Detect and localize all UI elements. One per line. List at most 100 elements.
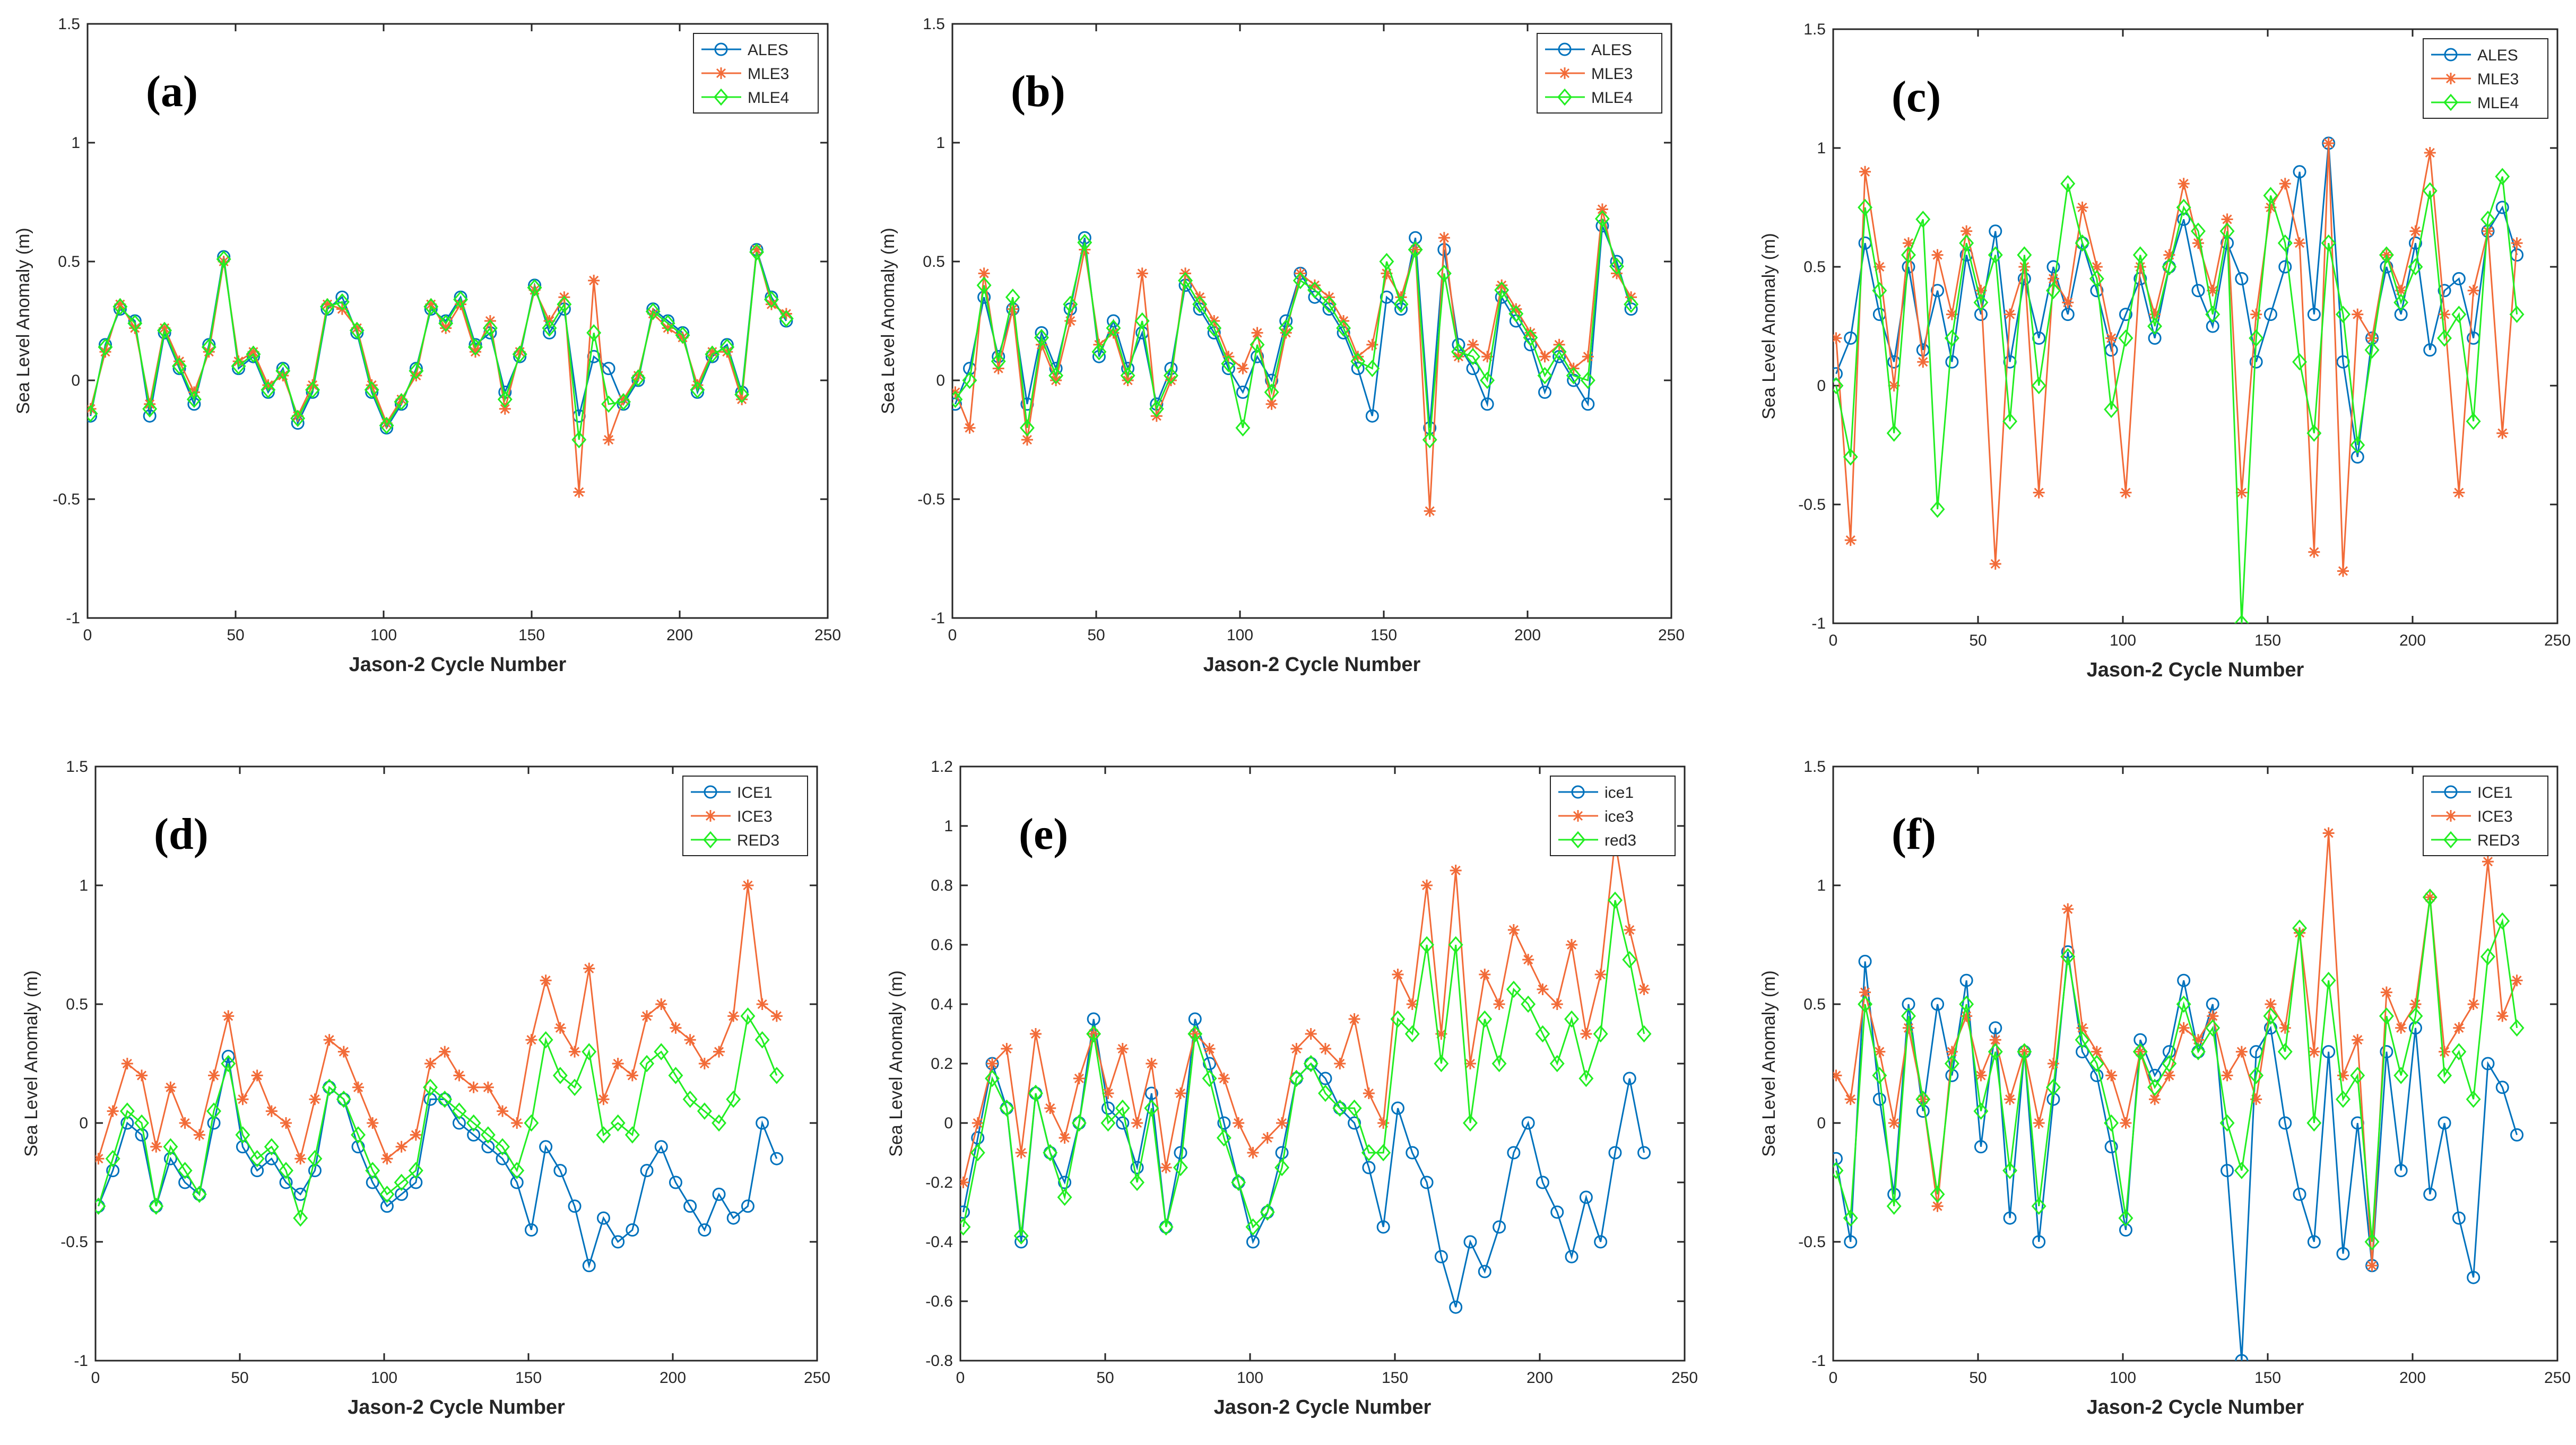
- data-layer: [952, 203, 1639, 517]
- data-point-ice1: [452, 1116, 466, 1130]
- data-point-ice3: [2322, 827, 2335, 839]
- data-point-mle3: [603, 434, 615, 446]
- data-point-red3: [2045, 1078, 2061, 1096]
- data-point-ice1: [1203, 1057, 1217, 1070]
- data-point-mle4: [364, 381, 379, 399]
- data-point-ice3: [1946, 1046, 1958, 1058]
- data-point-red3: [495, 1138, 510, 1156]
- data-point-mle4: [1494, 281, 1510, 299]
- data-point-red3: [96, 1197, 106, 1215]
- data-point-ice1: [1116, 1116, 1130, 1130]
- data-point-ice1: [654, 1140, 668, 1154]
- data-point-mle4: [275, 362, 291, 380]
- data-point-red3: [1086, 1025, 1101, 1043]
- data-point-ice1: [770, 1152, 784, 1165]
- data-point-mle3: [99, 346, 111, 358]
- data-point-ice3: [1507, 924, 1520, 936]
- data-point-ice1: [409, 1176, 423, 1189]
- data-point-mle4: [1163, 367, 1178, 385]
- data-point-ice3: [497, 1105, 509, 1117]
- data-point-ice3: [2337, 1069, 2349, 1082]
- data-point-mle4: [952, 390, 963, 408]
- data-point-ice3: [1261, 1132, 1273, 1144]
- data-point-mle4: [630, 369, 646, 387]
- data-point-red3: [2466, 1090, 2481, 1108]
- data-point-ice1: [2495, 1081, 2509, 1094]
- data-point-ice1: [1565, 1250, 1578, 1264]
- data-point-ice3: [323, 1034, 335, 1046]
- data-point-mle4: [1944, 329, 1959, 347]
- data-point-red3: [567, 1078, 583, 1096]
- data-point-ales: [2452, 272, 2466, 285]
- data-point-red3: [2162, 1055, 2177, 1073]
- data-point-mle4: [557, 295, 572, 313]
- panel-label: (b): [1011, 67, 1065, 116]
- data-point-mle4: [1872, 282, 1887, 300]
- data-point-mle4: [497, 390, 513, 408]
- data-point-red3: [1872, 1067, 1887, 1084]
- data-point-mle3: [380, 417, 393, 429]
- legend: ICE1 ICE3 RED3: [2423, 776, 2548, 856]
- data-point-mle3: [247, 346, 259, 358]
- data-point-ice3: [1566, 939, 1578, 951]
- x-axis-title: Jason-2 Cycle Number: [2087, 659, 2304, 681]
- data-point-red3: [654, 1043, 669, 1060]
- data-point-ice3: [2453, 1022, 2465, 1034]
- data-point-red3: [2393, 1067, 2409, 1084]
- data-point-mle4: [2075, 234, 2090, 252]
- data-point-mle4: [1508, 305, 1524, 323]
- legend-label: ICE3: [2477, 808, 2513, 825]
- series-line-ice3: [962, 840, 1645, 1183]
- data-point-mle4: [2422, 182, 2438, 199]
- data-point-ice3: [713, 1046, 725, 1058]
- data-point-ice1: [1087, 1012, 1100, 1026]
- data-point-ice1: [178, 1176, 192, 1189]
- data-point-red3: [582, 1043, 597, 1060]
- data-point-ice1: [726, 1211, 740, 1225]
- data-point-mle4: [764, 291, 779, 308]
- legend-swatch-marker: [714, 42, 728, 56]
- data-point-ice1: [741, 1199, 754, 1213]
- legend: ALES MLE3 MLE4: [2423, 38, 2548, 119]
- data-point-red3: [351, 1126, 366, 1144]
- data-point-ales: [2351, 450, 2364, 464]
- data-point-ales: [2046, 260, 2060, 274]
- data-point-mle3: [2062, 297, 2074, 309]
- data-point-red3: [2190, 1043, 2206, 1060]
- data-point-mle3: [1308, 279, 1321, 291]
- data-point-mle4: [1077, 233, 1092, 251]
- data-point-ice3: [972, 1117, 984, 1129]
- data-point-ice3: [2265, 998, 2277, 1010]
- data-point-red3: [960, 1218, 971, 1236]
- data-point-mle3: [1280, 327, 1292, 339]
- data-point-red3: [2480, 948, 2495, 965]
- data-point-mle4: [1350, 352, 1366, 370]
- data-point-red3: [1944, 1055, 1959, 1073]
- data-point-ice3: [770, 1010, 783, 1022]
- data-point-red3: [1930, 1186, 1945, 1203]
- data-point-ice1: [1391, 1101, 1404, 1115]
- data-point-ice1: [1916, 1104, 1930, 1118]
- legend-swatch-marker: [705, 810, 716, 822]
- data-point-ice1: [2322, 1045, 2336, 1059]
- y-tick-label: 0: [936, 372, 945, 389]
- data-point-red3: [1477, 1010, 1493, 1028]
- data-point-mle3: [410, 370, 422, 382]
- data-point-mle3: [2482, 225, 2494, 237]
- data-point-mle4: [2176, 198, 2191, 216]
- series-line-red3: [962, 900, 1645, 1236]
- data-point-mle4: [2350, 436, 2365, 454]
- data-point-red3: [1115, 1099, 1130, 1117]
- data-point-red3: [1564, 1010, 1580, 1028]
- data-point-mle4: [675, 326, 690, 344]
- data-point-mle4: [2437, 329, 2452, 347]
- legend-swatch-marker: [714, 88, 728, 106]
- y-tick-label: 0: [1817, 1115, 1826, 1132]
- y-tick-label: 0: [944, 1115, 953, 1132]
- panel-label: (e): [1019, 809, 1068, 859]
- data-point-red3: [1100, 1114, 1116, 1132]
- data-point-red3: [2017, 1043, 2032, 1060]
- data-point-ice3: [381, 1153, 393, 1165]
- data-point-mle4: [290, 410, 306, 427]
- data-point-ales: [1833, 367, 1843, 381]
